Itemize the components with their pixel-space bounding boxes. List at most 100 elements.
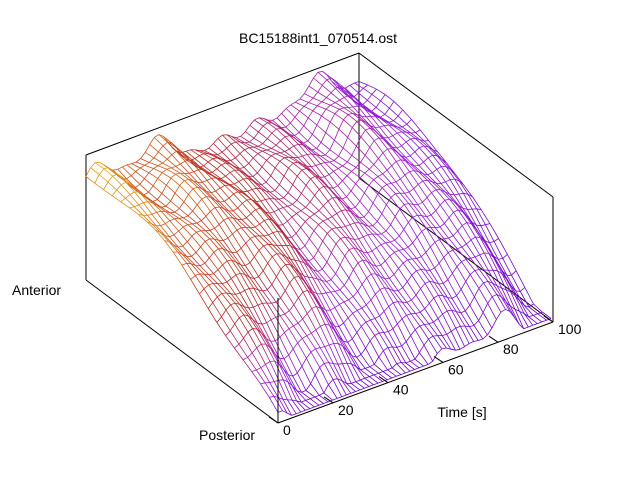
surface-mesh-segment [410, 361, 419, 368]
surface-mesh-segment [348, 339, 353, 343]
surface-mesh-segment [312, 306, 317, 308]
surface-mesh-segment [304, 103, 309, 107]
surface-mesh-segment [297, 211, 302, 214]
surface-mesh-segment [86, 177, 95, 184]
surface-mesh-segment [324, 393, 333, 400]
surface-mesh-segment [192, 223, 197, 224]
surface-mesh-segment [215, 224, 220, 228]
surface-mesh-segment [253, 154, 258, 158]
surface-mesh-segment [352, 167, 357, 171]
surface-mesh-segment [392, 368, 401, 375]
surface-mesh-segment [369, 203, 374, 212]
surface-mesh-segment [127, 176, 132, 179]
surface-mesh-segment [162, 185, 167, 193]
surface-mesh-segment [416, 312, 421, 313]
surface-mesh-segment [312, 134, 321, 142]
surface-mesh-segment [196, 231, 201, 233]
surface-mesh-segment [304, 86, 309, 94]
surface-mesh-segment [402, 342, 407, 346]
surface-mesh-segment [397, 347, 406, 363]
surface-mesh-segment [288, 400, 297, 414]
surface-mesh-segment [369, 377, 378, 384]
surface-mesh-segment [198, 183, 207, 192]
surface-mesh-segment [226, 331, 231, 336]
surface-mesh-segment [191, 276, 196, 280]
surface-mesh-segment [389, 275, 394, 279]
surface-mesh-segment [149, 169, 154, 173]
surface-mesh-segment [375, 316, 380, 319]
surface-mesh-segment [386, 242, 391, 243]
surface-mesh-segment [126, 198, 135, 207]
surface-mesh-segment [195, 156, 200, 159]
surface-mesh-segment [188, 211, 193, 216]
surface-mesh-segment [175, 185, 180, 193]
surface-mesh-segment [364, 185, 369, 193]
surface-mesh-segment [367, 278, 376, 294]
surface-mesh-segment [394, 116, 399, 121]
surface-mesh-segment [250, 120, 255, 125]
surface-mesh-segment [200, 274, 209, 285]
surface-mesh-segment [407, 275, 412, 282]
surface-mesh-segment [171, 193, 176, 201]
surface-mesh-segment [394, 275, 403, 288]
surface-mesh-segment [431, 211, 436, 215]
surface-mesh-segment [213, 303, 222, 317]
surface-mesh-segment [112, 196, 121, 202]
surface-mesh-segment [507, 254, 516, 270]
surface-mesh-segment [244, 163, 249, 167]
surface-mesh-segment [402, 142, 407, 146]
surface-mesh-segment [328, 385, 337, 399]
surface-mesh-segment [278, 225, 283, 226]
surface-mesh-segment [367, 251, 372, 253]
surface-mesh-segment [330, 150, 339, 157]
surface-mesh-segment [170, 235, 175, 237]
surface-mesh-segment [294, 305, 303, 319]
surface-mesh-segment [375, 294, 384, 311]
surface-mesh-segment [334, 169, 339, 172]
surface-mesh-segment [200, 266, 209, 275]
surface-mesh-segment [325, 150, 330, 155]
surface-mesh-segment [91, 163, 96, 168]
surface-mesh-segment [322, 85, 331, 92]
surface-mesh-segment [425, 281, 430, 283]
surface-mesh-segment [387, 378, 392, 380]
surface-mesh-segment [326, 98, 335, 103]
surface-mesh-segment [154, 169, 163, 173]
surface-mesh-segment [391, 217, 396, 225]
surface-mesh-segment [382, 205, 387, 214]
surface-mesh-segment [396, 160, 401, 162]
surface-mesh-segment [284, 157, 289, 158]
surface-mesh-segment [141, 152, 146, 158]
surface-mesh-segment [469, 342, 474, 344]
surface-mesh-segment [399, 229, 404, 236]
surface-mesh-segment [312, 125, 317, 134]
surface-mesh-segment [301, 185, 306, 193]
surface-mesh-segment [290, 117, 295, 123]
surface-mesh-segment [355, 207, 364, 217]
surface-mesh-segment [230, 170, 235, 172]
surface-mesh-segment [172, 155, 181, 164]
surface-mesh-segment [316, 348, 321, 349]
surface-mesh-segment [433, 336, 442, 349]
surface-mesh-segment [112, 190, 117, 196]
surface-mesh-segment [251, 210, 256, 214]
surface-mesh-segment [385, 114, 394, 121]
surface-mesh-segment [271, 317, 276, 320]
surface-mesh-segment [292, 214, 297, 218]
surface-mesh-segment [204, 148, 209, 150]
surface-mesh-segment [363, 88, 372, 94]
surface-mesh-segment [379, 333, 384, 334]
surface-mesh-segment [284, 176, 293, 185]
surface-mesh-segment [305, 246, 314, 258]
surface-mesh-segment [416, 271, 425, 284]
surface-mesh-segment [245, 148, 250, 150]
surface-mesh-segment [244, 338, 253, 353]
surface-mesh-segment [227, 260, 232, 261]
surface-mesh-segment [268, 257, 273, 264]
surface-mesh-segment [140, 179, 145, 185]
surface-mesh-segment [307, 314, 316, 330]
surface-mesh-segment [528, 325, 533, 327]
surface-mesh-segment [470, 327, 479, 341]
surface-mesh-segment [145, 152, 154, 158]
surface-mesh-segment [228, 238, 237, 252]
